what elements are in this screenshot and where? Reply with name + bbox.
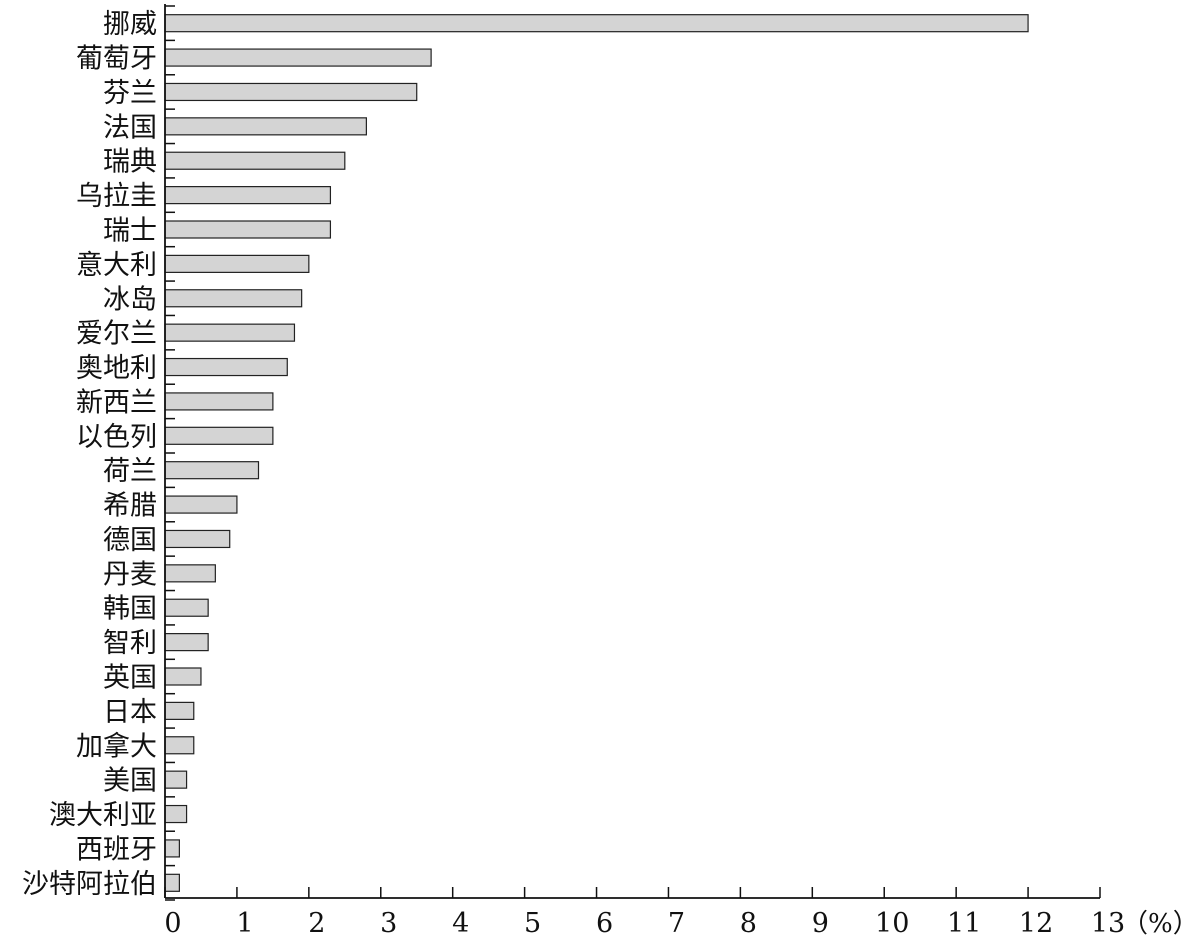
- category-label: 美国: [103, 766, 157, 797]
- category-label: 以色列: [76, 422, 157, 453]
- bar: [164, 873, 180, 892]
- category-label: 韩国: [103, 594, 157, 625]
- category-label: 意大利: [76, 250, 157, 281]
- bar: [164, 289, 303, 308]
- category-label: 日本: [103, 697, 157, 728]
- category-label: 英国: [103, 663, 157, 694]
- category-label: 荷兰: [103, 456, 157, 487]
- bar: [164, 495, 238, 514]
- bar: [164, 117, 367, 136]
- bar: [164, 667, 202, 686]
- bar: [164, 254, 310, 273]
- category-label: 乌拉圭: [76, 181, 157, 212]
- x-tick-label: 11: [947, 908, 981, 938]
- category-label: 瑞典: [103, 147, 157, 178]
- bar: [164, 151, 346, 170]
- bar: [164, 323, 296, 342]
- bar: [164, 770, 188, 789]
- bar: [164, 839, 180, 858]
- bar: [164, 598, 209, 617]
- category-label: 爱尔兰: [76, 319, 157, 350]
- x-tick-label: 0: [164, 908, 181, 938]
- x-tick-label: 9: [812, 908, 829, 938]
- bar: [164, 426, 274, 445]
- x-tick-label: 7: [668, 908, 685, 938]
- category-label: 法国: [103, 112, 157, 143]
- x-tick-label: 6: [596, 908, 613, 938]
- bar: [164, 701, 195, 720]
- bar: [164, 82, 418, 102]
- x-axis-unit: （%）: [1122, 909, 1199, 938]
- x-tick-label: 5: [524, 908, 541, 938]
- bar: [164, 48, 432, 67]
- category-label: 德国: [103, 525, 157, 556]
- x-tick-label: 3: [380, 908, 397, 938]
- x-tick-label: 13: [1091, 908, 1125, 938]
- category-label: 希腊: [103, 491, 157, 522]
- bar: [164, 529, 231, 549]
- x-tick-label: 1: [236, 908, 253, 938]
- category-label: 澳大利亚: [49, 800, 157, 831]
- x-tick-label: 12: [1019, 908, 1053, 938]
- bar: [164, 461, 260, 480]
- category-label: 新西兰: [76, 387, 157, 418]
- x-tick-label: 2: [308, 908, 325, 938]
- bar: [164, 392, 274, 411]
- bar: [164, 564, 216, 583]
- x-tick-label: 8: [740, 908, 757, 938]
- x-tick-label: 4: [452, 908, 469, 938]
- category-label: 智利: [103, 628, 157, 659]
- category-label: 沙特阿拉伯: [22, 869, 157, 900]
- bar: [164, 14, 1029, 33]
- bar: [164, 633, 209, 652]
- x-tick-label: 10: [875, 908, 909, 938]
- category-label: 芬兰: [103, 78, 157, 109]
- category-label: 葡萄牙: [76, 44, 157, 75]
- category-label: 瑞士: [103, 216, 157, 247]
- category-label: 西班牙: [76, 834, 157, 865]
- category-label: 挪威: [103, 9, 157, 40]
- bar: [164, 804, 188, 824]
- category-label: 冰岛: [103, 284, 157, 315]
- bar: [164, 736, 195, 755]
- bar: [164, 357, 288, 377]
- category-label: 丹麦: [103, 559, 157, 590]
- bar: [164, 220, 332, 239]
- category-label: 奥地利: [76, 353, 157, 384]
- category-label: 加拿大: [76, 731, 157, 762]
- bar: [164, 186, 332, 205]
